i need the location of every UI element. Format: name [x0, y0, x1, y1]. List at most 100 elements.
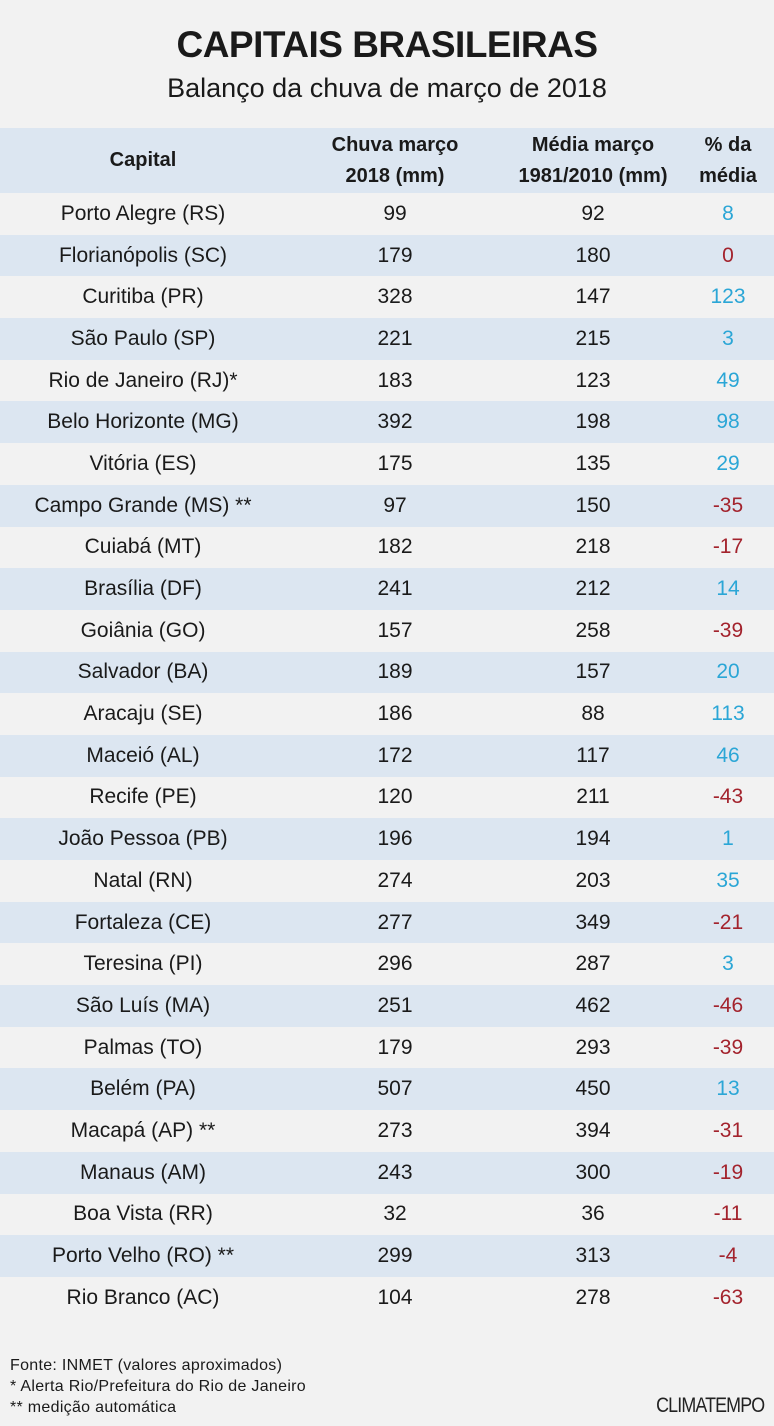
- table-row: Natal (RN) 274 203 35: [0, 860, 774, 902]
- percent-cell: -39: [682, 609, 774, 652]
- percent-cell: -31: [682, 1110, 774, 1152]
- table-row: Vitória (ES) 175 135 29: [0, 443, 774, 485]
- percent-cell: -35: [682, 484, 774, 527]
- average-cell: 462: [504, 985, 682, 1027]
- capital-cell: Belo Horizonte (MG): [0, 401, 286, 444]
- rain-2018-cell: 183: [286, 359, 504, 402]
- rain-2018-cell: 274: [286, 860, 504, 902]
- percent-cell: 35: [682, 860, 774, 902]
- rain-2018-cell: 120: [286, 776, 504, 819]
- average-cell: 203: [504, 860, 682, 902]
- rainfall-table: Capital Chuva março 2018 (mm) Média março…: [0, 128, 774, 1319]
- average-cell: 194: [504, 818, 682, 860]
- capital-cell: Vitória (ES): [0, 443, 286, 485]
- percent-cell: 29: [682, 443, 774, 485]
- capital-cell: Palmas (TO): [0, 1026, 286, 1069]
- average-cell: 198: [504, 401, 682, 444]
- rain-2018-cell: 157: [286, 609, 504, 652]
- footnote-automatic: ** medição automática: [10, 1399, 177, 1416]
- capital-cell: Cuiabá (MT): [0, 526, 286, 569]
- table-header-row: Capital Chuva março 2018 (mm) Média março…: [0, 128, 774, 193]
- average-cell: 150: [504, 484, 682, 527]
- table-row: Recife (PE) 120 211 -43: [0, 776, 774, 819]
- percent-cell: 46: [682, 734, 774, 777]
- capital-cell: Curitiba (PR): [0, 276, 286, 319]
- rain-2018-cell: 241: [286, 568, 504, 610]
- average-cell: 92: [504, 193, 682, 235]
- percent-cell: -19: [682, 1151, 774, 1194]
- table-row: Porto Alegre (RS) 99 92 8: [0, 193, 774, 235]
- percent-cell: -21: [682, 901, 774, 944]
- rain-2018-cell: 328: [286, 276, 504, 319]
- capital-cell: Recife (PE): [0, 776, 286, 819]
- average-cell: 215: [504, 318, 682, 360]
- average-cell: 278: [504, 1276, 682, 1319]
- average-cell: 180: [504, 234, 682, 277]
- capital-cell: Rio Branco (AC): [0, 1276, 286, 1319]
- rain-2018-cell: 299: [286, 1235, 504, 1277]
- table-row: Fortaleza (CE) 277 349 -21: [0, 901, 774, 944]
- rain-2018-cell: 296: [286, 943, 504, 986]
- average-cell: 287: [504, 943, 682, 986]
- average-cell: 258: [504, 609, 682, 652]
- table-row: João Pessoa (PB) 196 194 1: [0, 818, 774, 860]
- percent-cell: -43: [682, 776, 774, 819]
- average-cell: 394: [504, 1110, 682, 1152]
- rain-2018-cell: 179: [286, 234, 504, 277]
- average-cell: 300: [504, 1151, 682, 1194]
- rain-2018-cell: 507: [286, 1068, 504, 1111]
- page-title: CAPITAIS BRASILEIRAS: [176, 24, 598, 65]
- rain-2018-cell: 243: [286, 1151, 504, 1194]
- percent-cell: 49: [682, 359, 774, 402]
- average-cell: 349: [504, 901, 682, 944]
- capital-cell: Belém (PA): [0, 1068, 286, 1111]
- capital-cell: Florianópolis (SC): [0, 234, 286, 277]
- rain-2018-cell: 277: [286, 901, 504, 944]
- rain-2018-cell: 179: [286, 1026, 504, 1069]
- capital-cell: Brasília (DF): [0, 568, 286, 610]
- rain-2018-cell: 104: [286, 1276, 504, 1319]
- table-row: Salvador (BA) 189 157 20: [0, 651, 774, 694]
- climatempo-logo: CLIMATEMPO: [655, 1394, 765, 1417]
- percent-cell: -17: [682, 526, 774, 569]
- table-row: Palmas (TO) 179 293 -39: [0, 1026, 774, 1069]
- average-cell: 123: [504, 359, 682, 402]
- table-row: Curitiba (PR) 328 147 123: [0, 276, 774, 319]
- capital-cell: Rio de Janeiro (RJ)*: [0, 359, 286, 402]
- capital-cell: São Luís (MA): [0, 985, 286, 1027]
- average-cell: 135: [504, 443, 682, 485]
- capital-cell: Fortaleza (CE): [0, 901, 286, 944]
- rain-2018-cell: 186: [286, 693, 504, 735]
- capital-cell: Manaus (AM): [0, 1151, 286, 1194]
- table-row: Campo Grande (MS) ** 97 150 -35: [0, 484, 774, 527]
- table-row: Goiânia (GO) 157 258 -39: [0, 609, 774, 652]
- percent-cell: 1: [682, 818, 774, 860]
- percent-cell: 113: [682, 693, 774, 735]
- rain-2018-cell: 189: [286, 651, 504, 694]
- rain-2018-cell: 251: [286, 985, 504, 1027]
- capital-cell: Aracaju (SE): [0, 693, 286, 735]
- percent-cell: -39: [682, 1026, 774, 1069]
- table-row: Manaus (AM) 243 300 -19: [0, 1151, 774, 1194]
- capital-cell: São Paulo (SP): [0, 318, 286, 360]
- table-row: Florianópolis (SC) 179 180 0: [0, 234, 774, 277]
- average-cell: 157: [504, 651, 682, 694]
- average-cell: 36: [504, 1193, 682, 1236]
- footnotes: Fonte: INMET (valores aproximados) * Ale…: [10, 1355, 306, 1418]
- table-row: Macapá (AP) ** 273 394 -31: [0, 1110, 774, 1152]
- capital-cell: Boa Vista (RR): [0, 1193, 286, 1236]
- table-row: Boa Vista (RR) 32 36 -11: [0, 1193, 774, 1236]
- table-row: Teresina (PI) 296 287 3: [0, 943, 774, 986]
- average-cell: 212: [504, 568, 682, 610]
- percent-cell: 3: [682, 318, 774, 360]
- capital-cell: Macapá (AP) **: [0, 1110, 286, 1152]
- header-average: Média março 1981/2010 (mm): [504, 128, 682, 193]
- percent-cell: -11: [682, 1193, 774, 1236]
- table-row: Belo Horizonte (MG) 392 198 98: [0, 401, 774, 444]
- table-row: Cuiabá (MT) 182 218 -17: [0, 526, 774, 569]
- table-row: Rio de Janeiro (RJ)* 183 123 49: [0, 359, 774, 402]
- page-subtitle: Balanço da chuva de março de 2018: [167, 73, 607, 103]
- header-rain-2018: Chuva março 2018 (mm): [286, 128, 504, 193]
- header-capital: Capital: [0, 128, 286, 193]
- percent-cell: 3: [682, 943, 774, 986]
